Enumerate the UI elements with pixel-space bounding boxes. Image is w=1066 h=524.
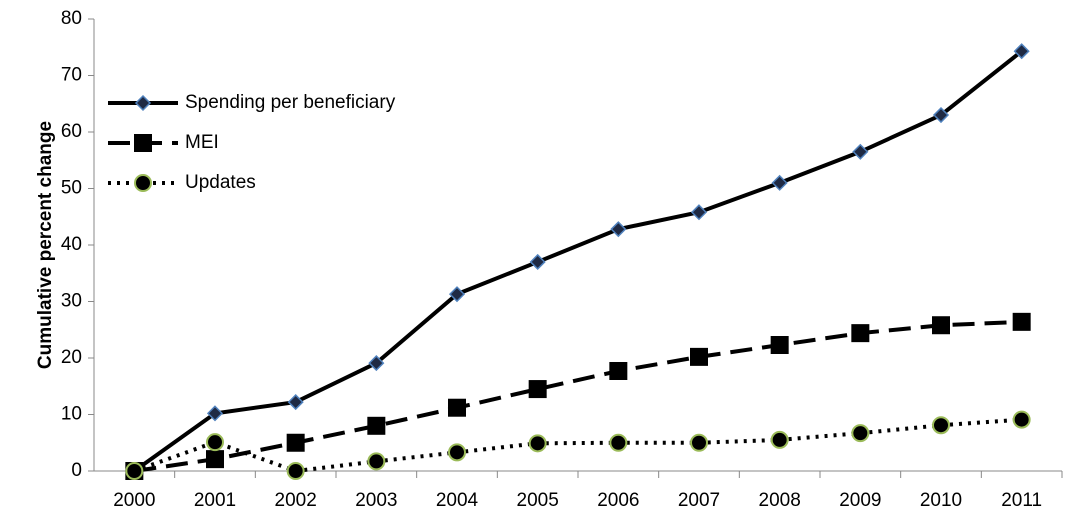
legend-marker [134,174,152,192]
data-point [851,324,870,343]
data-point [448,398,466,417]
data-point [771,174,788,191]
x-tick-label: 2008 [759,490,801,511]
x-tick-label: 2000 [113,490,155,511]
data-point [609,433,628,452]
data-point [851,424,870,443]
y-tick-label: 40 [61,234,82,255]
y-tick-label: 0 [71,460,82,481]
data-point [286,462,305,480]
y-tick-label: 60 [61,121,82,142]
data-point [286,433,305,452]
data-point [448,286,466,303]
y-tick-label: 70 [61,65,82,86]
y-tick-label: 10 [61,404,82,425]
data-point [287,394,304,411]
data-point [368,355,385,372]
data-point [367,416,386,435]
x-tick-label: 2009 [839,490,881,511]
series-line [133,417,1022,474]
data-point [690,347,708,366]
data-point [206,405,224,422]
legend-label: MEI [185,132,219,153]
data-point [609,361,628,380]
legend-marker [134,134,152,152]
data-point [1012,312,1031,331]
legend-label: Updates [185,172,256,193]
data-point [206,450,224,469]
x-tick-label: 2006 [597,490,639,511]
data-point [610,221,627,238]
y-tick-label: 20 [61,347,82,368]
data-point [1012,410,1031,429]
data-point [852,143,869,160]
x-tick-label: 2001 [194,490,236,511]
data-point [206,433,224,452]
x-tick-label: 2004 [436,490,479,511]
data-point [1013,43,1030,60]
y-tick-label: 30 [61,291,82,312]
x-tick-label: 2011 [1001,490,1042,511]
data-point [932,106,950,124]
data-point [528,380,547,399]
x-tick-label: 2010 [920,490,962,511]
data-point [367,452,386,471]
data-point [125,462,144,480]
data-point [770,336,789,355]
data-point [690,204,708,221]
data-point [448,443,466,462]
legend-label: Spending per beneficiary [185,92,396,113]
data-point [690,433,708,452]
x-tick-label: 2005 [517,490,559,511]
x-tick-label: 2002 [275,490,317,511]
data-point [529,253,546,271]
y-axis-label: Cumulative percent change [35,121,56,369]
data-point [770,430,789,449]
y-tick-label: 80 [61,8,82,29]
data-point [932,416,950,435]
x-tick-label: 2003 [355,490,397,511]
series-line [133,49,1023,473]
legend-marker [134,94,152,112]
x-tick-label: 2007 [678,490,720,511]
series-line [134,319,1022,473]
data-point [528,434,547,453]
data-point [932,316,950,335]
y-tick-label: 50 [61,178,82,199]
